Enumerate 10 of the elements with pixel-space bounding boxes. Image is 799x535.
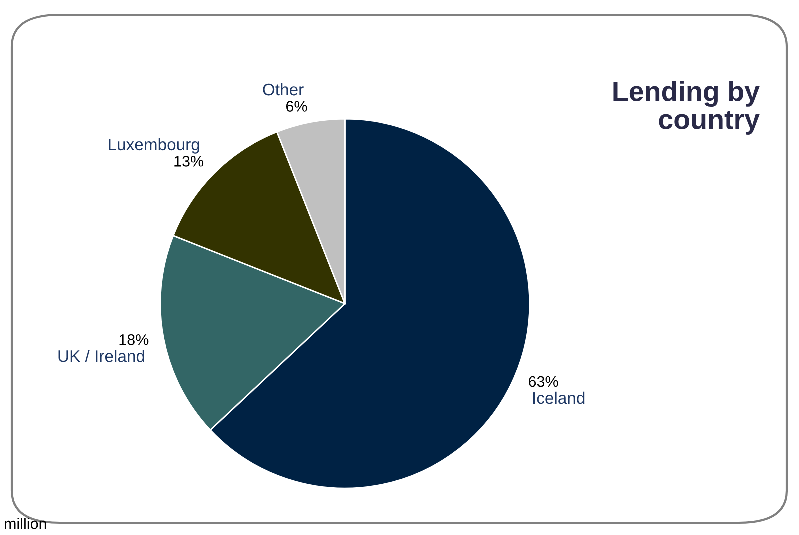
data-label: 6% bbox=[286, 101, 308, 112]
text: Lending by country bbox=[614, 81, 760, 135]
slice-label: Other bbox=[263, 83, 304, 96]
slice-label: Iceland bbox=[534, 392, 585, 404]
text: million bbox=[5, 518, 46, 530]
slice-label: Luxembourg bbox=[109, 138, 200, 154]
data-label: 63% bbox=[529, 376, 558, 388]
data-label: 18% bbox=[120, 334, 149, 346]
slice-label: UK / Ireland bbox=[58, 350, 144, 362]
data-label: 13% bbox=[174, 156, 204, 167]
